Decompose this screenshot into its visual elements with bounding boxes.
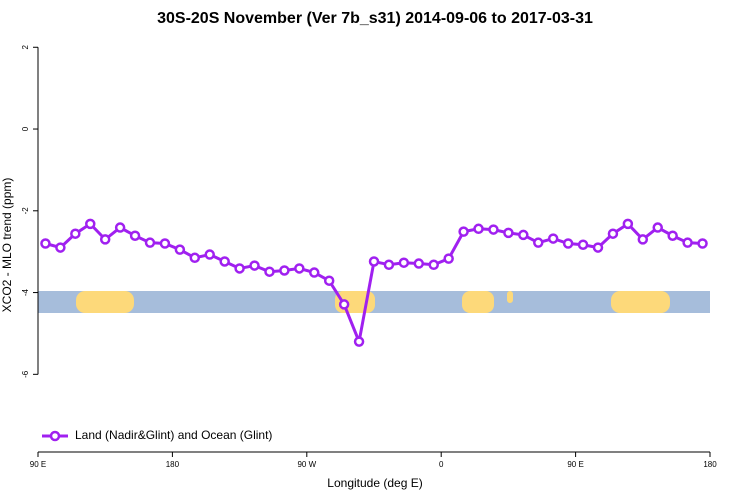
data-point (114, 222, 126, 233)
data-point (294, 263, 305, 274)
x-tick-label: 180 (703, 460, 717, 469)
y-axis-label: XCO2 - MLO trend (ppm) (0, 178, 14, 313)
data-point (562, 238, 574, 249)
y-tick-label: 0 (21, 126, 30, 131)
data-point (607, 228, 619, 239)
data-point (398, 257, 410, 268)
data-point (383, 259, 395, 271)
data-point (129, 230, 141, 241)
data-point (503, 227, 514, 239)
data-point (667, 230, 678, 241)
data-point (547, 233, 559, 244)
data-point (428, 259, 439, 271)
data-point (204, 249, 215, 260)
data-point (443, 253, 454, 264)
map-band (38, 291, 710, 313)
data-point (577, 239, 589, 250)
data-point (413, 258, 425, 269)
y-tick-label: -4 (21, 288, 30, 296)
y-tick-label: -6 (21, 370, 30, 378)
x-axis-label: Longitude (deg E) (327, 476, 422, 490)
legend-marker (49, 430, 61, 442)
data-point (55, 242, 66, 253)
legend-label: Land (Nadir&Glint) and Ocean (Glint) (75, 428, 272, 442)
data-point (85, 218, 96, 230)
chart-title: 30S-20S November (Ver 7b_s31) 2014-09-06… (157, 10, 593, 27)
data-point (264, 266, 275, 277)
data-point (234, 263, 245, 274)
data-point (473, 223, 484, 235)
data-point (518, 229, 529, 241)
data-point (99, 234, 111, 245)
x-tick-label: 0 (439, 460, 444, 469)
data-point (144, 237, 156, 248)
data-point (323, 275, 335, 286)
x-tick-label: 90 E (30, 460, 46, 469)
data-point (368, 256, 380, 267)
data-point (40, 238, 51, 249)
y-tick-label: -2 (21, 207, 30, 215)
x-tick-label: 90 W (297, 460, 316, 469)
data-line (45, 221, 703, 347)
data-point (189, 252, 201, 264)
data-point (697, 238, 708, 249)
y-tick-label: 2 (21, 44, 30, 49)
data-point (249, 260, 260, 271)
data-point (70, 228, 81, 239)
data-point (159, 238, 171, 249)
data-point (279, 265, 290, 276)
data-point (488, 224, 499, 235)
data-point (637, 234, 649, 245)
data-point (174, 244, 186, 255)
data-point (652, 222, 663, 233)
x-tick-label: 180 (166, 460, 180, 469)
data-point (353, 336, 365, 347)
data-point (338, 299, 350, 310)
data-point (219, 256, 230, 267)
data-point (309, 267, 320, 278)
data-point (592, 242, 604, 253)
x-tick-label: 90 E (567, 460, 583, 469)
data-point (533, 237, 544, 248)
data-point (622, 218, 634, 230)
data-point (458, 226, 469, 237)
data-point (682, 237, 693, 248)
